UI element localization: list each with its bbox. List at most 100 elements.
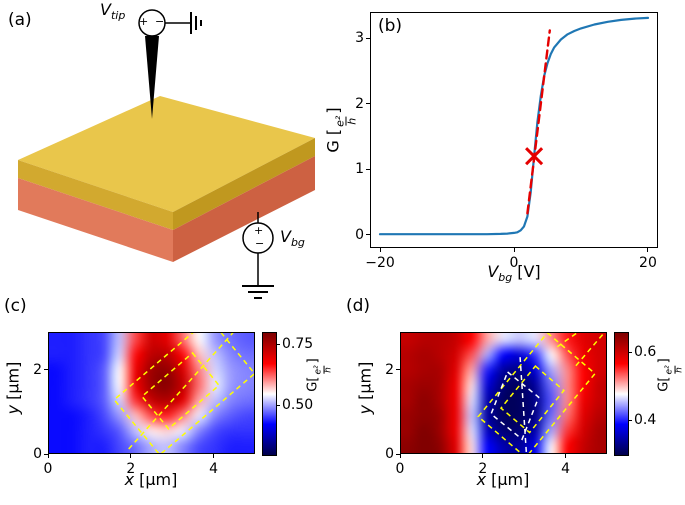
x-tick-mark — [482, 454, 484, 458]
tip-icon — [145, 36, 159, 119]
x-tick-mark — [213, 454, 215, 458]
y-tick-mark — [366, 37, 370, 39]
x-tick-mark — [513, 248, 515, 252]
d-cbar-prefix: G[ — [656, 376, 672, 392]
x-tick-label: 0 — [395, 461, 405, 477]
colorbar-c — [262, 332, 277, 456]
colorbar-tick-mark — [628, 419, 632, 421]
b-ylabel-denominator: h — [345, 116, 359, 126]
b-ylabel-numerator: e² — [333, 115, 347, 127]
backgate-voltage-subscript: bg — [290, 236, 305, 250]
tip-source-plus: + — [139, 15, 149, 28]
c-cbar-numerator: e² — [313, 365, 324, 375]
backgate-source-minus: − — [255, 237, 265, 250]
conductance-line-plot — [370, 12, 658, 248]
y-tick-mark — [396, 453, 400, 455]
gate-outline — [113, 332, 255, 454]
tip-voltage-subscript: tip — [110, 9, 126, 23]
c-cbar-prefix: G[ — [305, 376, 321, 392]
y-tick-mark — [366, 234, 370, 236]
colorbar-tick-label: 0.75 — [282, 336, 314, 353]
x-tick-mark — [647, 248, 649, 252]
x-tick-mark — [399, 454, 401, 458]
c-xlabel-units: [μm] — [139, 470, 178, 489]
x-tick-mark — [130, 454, 132, 458]
d-ylabel-symbol: y — [355, 404, 375, 415]
x-tick-mark — [565, 454, 567, 458]
tip-source-minus: − — [155, 15, 165, 28]
y-tick-mark — [366, 168, 370, 170]
c-cbar-denominator: h — [324, 366, 335, 374]
y-tick-label: 3 — [355, 30, 364, 47]
chip-substrate-right-face — [173, 156, 315, 262]
gate-outline — [477, 332, 597, 454]
colorbar-tick-mark — [628, 351, 632, 353]
x-tick-label: −20 — [365, 255, 395, 271]
chip-gold-right-face — [173, 138, 315, 230]
colorbar-d — [614, 332, 629, 456]
x-tick-mark — [47, 454, 49, 458]
x-tick-label: 4 — [209, 461, 219, 477]
y-tick-label: 1 — [355, 161, 364, 178]
d-xlabel-units: [μm] — [491, 470, 530, 489]
gate-outline — [499, 365, 565, 434]
chip-top-face — [18, 96, 315, 212]
gate-outline — [556, 332, 580, 348]
x-tick-label: 0 — [509, 255, 519, 271]
gate-outline — [575, 332, 606, 367]
y-tick-mark — [44, 369, 48, 371]
setup-schematic — [18, 9, 315, 299]
b-xlabel-subscript: bg — [498, 271, 513, 285]
y-tick-mark — [366, 103, 370, 105]
backgate-ground-icon — [242, 285, 274, 299]
y-tick-label: 0 — [385, 446, 394, 462]
c-cbar-suffix: ] — [305, 358, 321, 364]
x-tick-label: 4 — [561, 461, 571, 477]
gate-outline — [490, 370, 540, 441]
colorbar-tick-label: 0.50 — [282, 397, 314, 414]
backgate-source-plus: + — [254, 224, 264, 237]
gate-outline — [140, 351, 221, 430]
b-ylabel-prefix: G [ — [323, 128, 343, 153]
map-c-overlay — [48, 332, 255, 454]
map-d-overlay — [400, 332, 607, 454]
d-cbar-numerator: e² — [664, 365, 675, 375]
panel-a-label: (a) — [8, 10, 32, 30]
conductance-map-c — [48, 332, 255, 454]
c-xlabel-symbol: x — [124, 470, 135, 489]
y-tick-mark — [396, 369, 400, 371]
x-tick-label: 2 — [126, 461, 136, 477]
panel-b-label: (b) — [378, 16, 403, 36]
y-tick-label: 2 — [33, 361, 42, 378]
d-cbar-denominator: h — [675, 366, 685, 374]
colorbar-tick-mark — [276, 343, 280, 345]
plot-frame — [400, 332, 607, 454]
plot-frame — [370, 12, 658, 248]
panel-d-label: (d) — [346, 296, 371, 316]
plot-frame — [48, 332, 255, 454]
x-tick-label: 2 — [478, 461, 488, 477]
chip-substrate-left-face — [18, 178, 173, 262]
y-tick-label: 2 — [385, 361, 394, 378]
b-xlabel-symbol: V — [487, 262, 499, 281]
b-xlabel-units: [V] — [517, 262, 541, 281]
panel-c-label: (c) — [4, 296, 27, 316]
d-xlabel-symbol: x — [476, 470, 487, 489]
tip-ground-icon — [190, 12, 202, 34]
c-ylabel-symbol: y — [3, 404, 23, 415]
x-tick-label: 0 — [43, 461, 53, 477]
y-tick-label: 0 — [33, 446, 42, 462]
d-cbar-suffix: ] — [656, 358, 672, 364]
gate-outline — [519, 357, 528, 452]
colorbar-tick-label: 0.6 — [634, 344, 657, 361]
conductance-map-d — [400, 332, 607, 454]
fit-cross-marker — [525, 147, 544, 166]
y-tick-label: 2 — [355, 95, 364, 112]
x-tick-label: 20 — [639, 255, 657, 271]
d-cbar-fraction: e² h — [664, 365, 685, 375]
backgate-voltage-label: Vbg — [280, 227, 305, 249]
y-tick-label: 0 — [355, 226, 364, 243]
backgate-voltage-symbol: V — [280, 227, 291, 246]
series-linear-fit — [526, 29, 552, 215]
